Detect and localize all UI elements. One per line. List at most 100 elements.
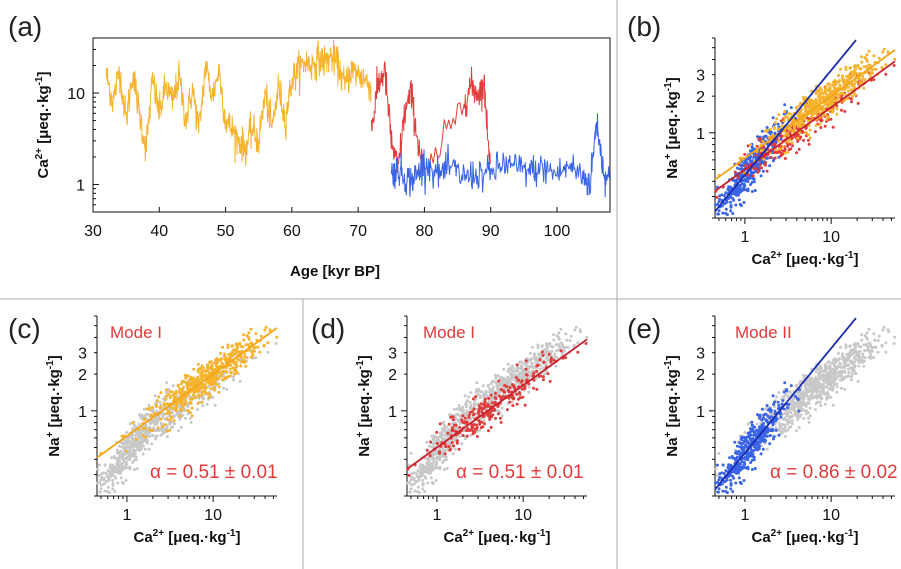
- data-point-orange: [852, 69, 856, 73]
- data-point-orange: [835, 92, 839, 96]
- data-point-orange: [475, 388, 479, 392]
- data-point-orange: [181, 405, 185, 409]
- data-point-blue: [417, 491, 421, 495]
- data-point-orange: [500, 406, 504, 410]
- data-point-orange: [749, 143, 752, 147]
- data-point-red: [546, 372, 550, 376]
- data-point-red: [520, 379, 524, 383]
- data-point-red: [129, 444, 133, 448]
- data-point-orange: [228, 357, 232, 361]
- data-point-red: [162, 412, 166, 416]
- data-point-orange: [217, 385, 221, 389]
- data-point-orange: [192, 367, 196, 371]
- data-point-orange: [512, 366, 516, 370]
- data-point-orange: [264, 325, 268, 329]
- data-point-orange: [827, 366, 831, 370]
- data-point-orange: [239, 364, 243, 368]
- data-point-red: [794, 402, 798, 406]
- data-point-orange: [150, 429, 154, 432]
- data-point-orange: [775, 117, 779, 121]
- data-point-orange: [893, 57, 897, 61]
- data-point-orange: [791, 119, 795, 123]
- data-point-red: [115, 448, 119, 452]
- data-point-blue: [769, 408, 773, 412]
- data-point-blue: [421, 469, 425, 473]
- data-point-orange: [170, 390, 174, 394]
- data-point-blue: [410, 475, 414, 479]
- data-point-red: [511, 396, 514, 400]
- data-point-orange: [235, 360, 238, 364]
- data-point-blue: [749, 183, 753, 186]
- data-point-red: [854, 372, 858, 376]
- data-point-blue: [134, 433, 138, 437]
- data-point-red: [147, 447, 151, 451]
- data-point-blue: [122, 445, 126, 449]
- data-point-orange: [461, 405, 464, 409]
- data-point-orange: [810, 105, 813, 109]
- data-point-red: [490, 401, 494, 405]
- data-point-blue: [444, 449, 448, 452]
- data-point-red: [825, 385, 829, 389]
- x-tick-label: 50: [217, 223, 235, 240]
- data-point-blue: [777, 403, 781, 407]
- data-point-orange: [504, 380, 508, 383]
- data-point-orange: [820, 88, 824, 92]
- data-point-red: [144, 431, 148, 435]
- data-point-red: [548, 379, 552, 383]
- data-point-orange: [162, 402, 166, 406]
- data-point-red: [884, 72, 888, 76]
- data-point-orange: [143, 418, 147, 421]
- data-point-blue: [750, 468, 754, 471]
- data-point-orange: [835, 370, 839, 374]
- data-point-orange: [812, 102, 816, 105]
- data-point-orange: [877, 334, 881, 338]
- data-point-orange: [201, 389, 205, 393]
- data-point-orange: [165, 417, 169, 421]
- data-point-orange: [144, 435, 148, 439]
- data-point-orange: [464, 403, 468, 407]
- panel-c-label: (c): [8, 313, 41, 344]
- data-point-red: [802, 138, 805, 142]
- data-point-red: [564, 356, 568, 360]
- data-point-blue: [431, 465, 435, 469]
- data-point-orange: [516, 369, 520, 373]
- data-point-blue: [111, 463, 115, 467]
- data-point-orange: [197, 378, 201, 382]
- data-point-red: [450, 441, 454, 445]
- data-point-red: [849, 375, 853, 379]
- data-point-blue: [771, 423, 775, 427]
- data-point-orange: [527, 390, 531, 394]
- data-point-orange: [184, 400, 188, 403]
- data-point-orange: [840, 76, 844, 80]
- data-point-orange: [551, 345, 555, 349]
- data-point-orange: [835, 107, 839, 111]
- data-point-orange: [842, 99, 846, 103]
- data-point-blue: [432, 457, 435, 461]
- data-point-blue: [412, 482, 416, 486]
- data-point-red: [515, 392, 519, 396]
- data-point-blue: [759, 174, 763, 178]
- data-point-blue: [789, 384, 793, 388]
- data-point-orange: [230, 344, 234, 348]
- data-point-red: [487, 415, 491, 419]
- data-point-orange: [774, 148, 778, 152]
- data-point-orange: [208, 393, 212, 397]
- data-point-blue: [122, 452, 126, 456]
- data-point-orange: [507, 378, 511, 382]
- data-point-orange: [208, 378, 212, 382]
- panel-d-alpha: α = 0.51 ± 0.01: [456, 462, 584, 483]
- data-point-orange: [827, 88, 831, 92]
- data-point-red: [795, 151, 798, 155]
- data-point-red: [505, 408, 509, 412]
- fit-line-fit_red: [714, 60, 896, 192]
- data-point-orange: [409, 451, 413, 455]
- data-point-blue: [142, 407, 146, 411]
- data-point-red: [535, 387, 539, 391]
- data-point-red: [446, 431, 450, 435]
- data-point-blue: [431, 441, 435, 445]
- data-point-orange: [228, 363, 231, 367]
- data-point-orange: [853, 93, 857, 97]
- data-point-orange: [266, 341, 270, 345]
- data-point-blue: [104, 472, 108, 475]
